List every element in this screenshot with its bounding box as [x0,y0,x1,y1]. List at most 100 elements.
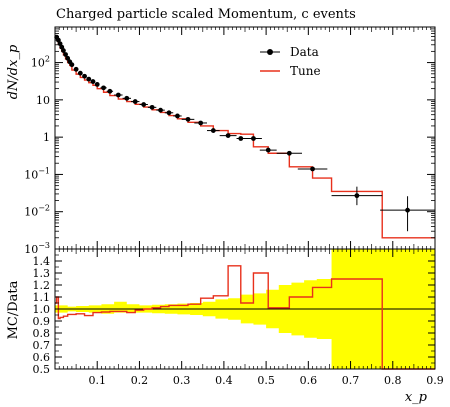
main-y-tick-labels: 10−3 10−2 10−1 1 10 102 [24,55,50,256]
x-tick-label: 0.9 [426,374,444,387]
data-point [114,92,123,98]
data-point [63,52,68,57]
data-marker [225,133,231,139]
data-point [219,133,237,139]
data-point [173,113,182,119]
data-marker [101,85,106,91]
legend-data-marker [267,49,273,55]
data-marker [238,136,244,141]
x-tick-label: 0.3 [173,374,191,387]
data-marker [141,102,147,107]
data-point [82,73,87,79]
data-point [245,136,262,141]
ratio-y-tick-label: 0.5 [33,363,51,376]
ratio-y-tick-label: 1.3 [33,267,51,280]
data-point [65,55,71,61]
ratio-y-tick-label: 0.6 [33,351,51,364]
data-marker [90,79,96,84]
data-marker [354,193,360,199]
y-tick-label: 10−3 [24,241,50,256]
data-marker [185,116,191,122]
data-marker [405,207,410,213]
data-point [94,81,100,87]
data-marker [265,147,271,153]
legend: Data Tune [260,45,321,78]
data-marker [115,92,121,98]
data-marker [82,73,87,79]
x-tick-label: 0.2 [131,374,149,387]
main-panel: 10−3 10−2 10−1 1 10 102 dN/dx_p [6,26,436,256]
data-marker [69,62,75,68]
data-point [297,166,328,172]
y-tick-label: 10−2 [24,204,50,219]
data-point [259,147,277,153]
data-point [139,102,148,107]
data-marker [124,95,130,101]
ratio-y-tick-label: 1.4 [33,255,51,268]
y-tick-label: 1 [43,131,50,144]
ratio-y-tick-label: 1.1 [33,291,51,304]
x-tick-label: 0.5 [257,374,275,387]
data-marker [149,104,155,110]
legend-data-label: Data [290,45,319,59]
ratio-y-tick-label: 0.9 [33,315,51,328]
ratio-y-tick-label: 1.0 [33,303,51,316]
y-tick-label: 102 [31,55,50,70]
x-tick-label: 0.7 [342,374,360,387]
x-tick-label: 0.1 [88,374,106,387]
ratio-x-tick-labels: 0.1 0.2 0.3 0.4 0.5 0.6 0.7 0.8 0.9 [88,374,443,387]
ratio-y-tick-label: 0.7 [33,339,51,352]
data-point [73,66,79,72]
x-tick-label: 0.8 [384,374,402,387]
data-point [86,76,92,82]
ratio-y-tick-label: 1.2 [33,279,51,292]
ratio-y-tick-labels: 0.50.60.70.80.91.01.11.21.31.4 [33,255,51,376]
data-marker [63,52,68,57]
tune-step-line [55,35,435,239]
data-marker [65,55,71,61]
data-marker [166,110,172,116]
data-point [164,110,174,116]
data-point [61,48,66,53]
data-marker [175,113,180,119]
data-point [69,62,75,68]
data-point [276,150,302,156]
data-point [90,79,96,84]
data-point [181,116,195,122]
main-series-layer [54,34,435,239]
x-tick-label: 0.6 [300,374,318,387]
data-marker [61,48,66,53]
data-point [122,95,131,101]
data-point [77,70,83,76]
ratio-y-axis-label: MC/Data [6,280,21,339]
x-axis-label: x_p [405,390,428,405]
ratio-y-tick-label: 0.8 [33,327,51,340]
data-point [100,85,107,91]
data-point [380,196,435,232]
data-point [236,136,245,141]
main-y-axis-label: dN/dx_p [6,44,21,99]
data-point [194,120,207,126]
data-marker [310,166,315,172]
y-tick-label: 10−1 [24,166,50,181]
legend-tune-label: Tune [290,64,321,78]
y-tick-label: 10 [36,94,50,107]
data-point [331,186,383,206]
data-marker [107,88,113,94]
data-marker [198,120,204,126]
data-marker [94,81,100,87]
data-marker [77,70,83,76]
chart-title: Charged particle scaled Momentum, c even… [56,7,356,22]
data-marker [286,150,292,156]
data-marker [132,99,138,104]
data-point [147,104,157,110]
data-point [106,88,114,94]
data-point [207,128,220,133]
data-marker [210,128,216,133]
ratio-ticks [55,249,436,370]
data-marker [73,66,79,72]
ratio-series-layer [55,249,435,370]
data-point [156,107,165,113]
data-point [131,99,140,104]
